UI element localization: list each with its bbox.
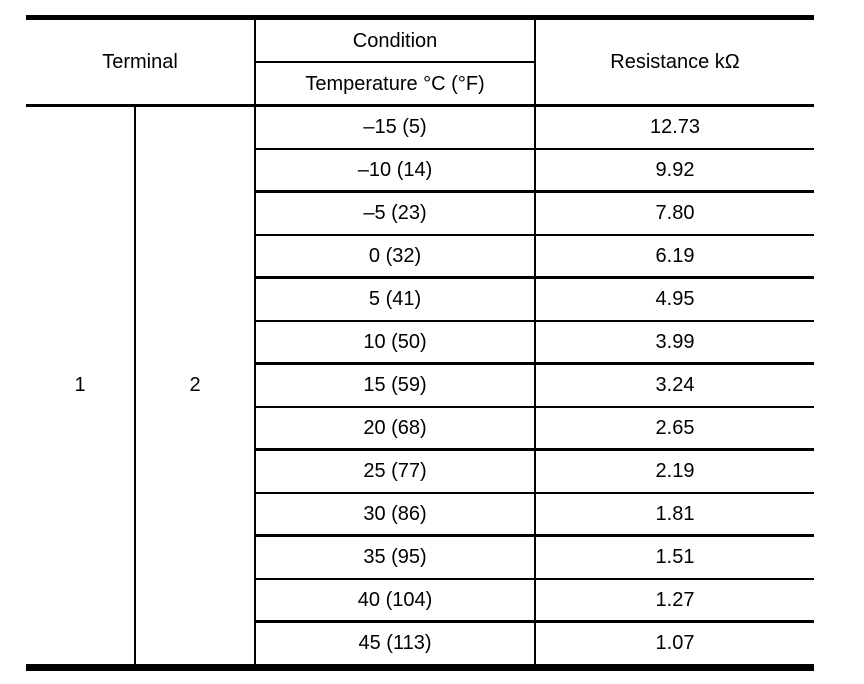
temperature-cell: –5 (23): [255, 191, 537, 236]
table-row: 40 (104) 1.27: [26, 578, 815, 623]
resistance-cell: 1.51: [535, 535, 815, 580]
temperature-cell: 10 (50): [255, 320, 537, 365]
temperature-cell: 15 (59): [255, 363, 537, 408]
table-row: 5 (41) 4.95: [26, 277, 815, 322]
resistance-cell: 3.99: [535, 320, 815, 365]
table-row: 30 (86) 1.81: [26, 492, 815, 537]
table-row: 45 (113) 1.07: [26, 621, 814, 667]
table-row: 15 (59) 3.24: [26, 363, 815, 408]
temperature-cell: 45 (113): [255, 621, 537, 667]
resistance-cell: 12.73: [535, 105, 815, 150]
resistance-cell: 4.95: [535, 277, 815, 322]
temperature-cell: 30 (86): [255, 492, 537, 537]
resistance-cell: 6.19: [535, 234, 815, 279]
temperature-cell: 35 (95): [255, 535, 537, 580]
temperature-cell: –15 (5): [255, 105, 537, 150]
temperature-cell: 5 (41): [255, 277, 537, 322]
resistance-spec-table: Terminal Condition Resistance kΩ Tempera…: [26, 15, 815, 671]
condition-header-cell: Condition: [255, 17, 537, 63]
temperature-cell: 0 (32): [255, 234, 537, 279]
temperature-header-cell: Temperature °C (°F): [255, 62, 537, 107]
resistance-cell: 2.19: [535, 449, 815, 494]
resistance-cell: 7.80: [535, 191, 815, 236]
resistance-cell: 9.92: [535, 148, 815, 193]
terminal-1-cell: 1: [26, 105, 136, 667]
resistance-cell: 1.07: [655, 632, 695, 655]
header-row-1: Terminal Condition Resistance kΩ: [26, 17, 815, 107]
table-row: 1 2 –15 (5) 12.73: [26, 105, 815, 667]
table-row: –10 (14) 9.92: [26, 148, 815, 193]
table-row: 20 (68) 2.65: [26, 406, 815, 451]
table-row: –5 (23) 7.80: [26, 191, 815, 236]
resistance-header-cell: Resistance kΩ: [535, 17, 815, 107]
temperature-cell: 40 (104): [255, 578, 537, 623]
resistance-cell: 1.81: [535, 492, 815, 537]
terminal-header-cell: Terminal: [26, 17, 257, 107]
table-row: 25 (77) 2.19: [26, 449, 815, 494]
table-row: 35 (95) 1.51: [26, 535, 815, 580]
temperature-cell: –10 (14): [255, 148, 537, 193]
temperature-cell: 20 (68): [255, 406, 537, 451]
terminal-2-cell: 2: [135, 105, 257, 667]
resistance-cell: 1.27: [535, 578, 815, 623]
table-row: 10 (50) 3.99: [26, 320, 815, 365]
table-row: 0 (32) 6.19: [26, 234, 815, 279]
header-row-2: Temperature °C (°F): [26, 62, 814, 107]
resistance-cell: 2.65: [535, 406, 815, 451]
resistance-cell: 3.24: [535, 363, 815, 408]
temperature-cell: 25 (77): [255, 449, 537, 494]
